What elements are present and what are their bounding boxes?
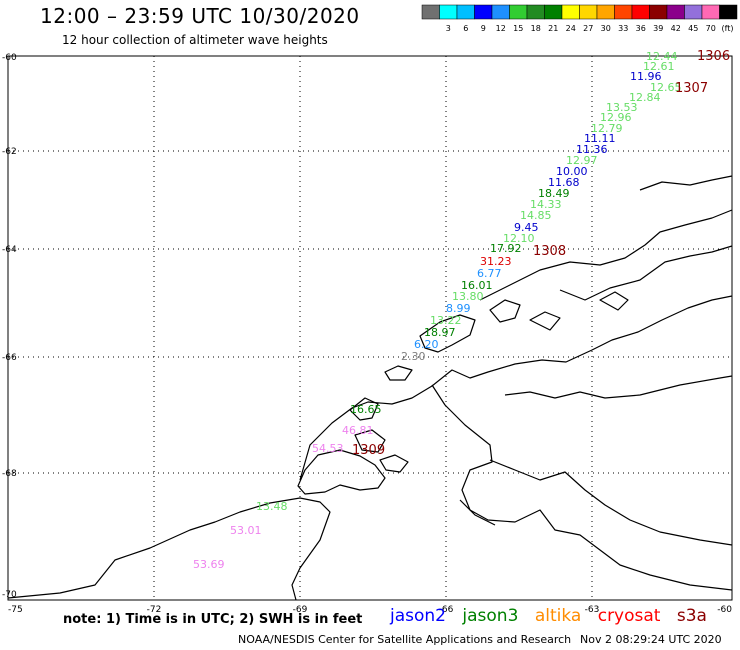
legend-tick-label: 24: [566, 24, 576, 33]
wave-height-label: 12.44: [646, 50, 678, 63]
wave-height-label: 16.01: [461, 279, 493, 292]
wave-height-label: 12.10: [503, 232, 535, 245]
legend-unit: (ft): [722, 24, 734, 33]
pass-time-labels: 1306 1307 1308 1309: [352, 49, 730, 458]
pass-time-label: 1309: [352, 443, 385, 458]
axis-ticks: -60 -62 -64 -66 -68 -70 -75 -72 -69 -66 -63 -60: [2, 53, 732, 615]
wave-height-label: 18.49: [538, 187, 570, 200]
satellite-cryosat: cryosat: [597, 606, 661, 626]
satellite-s3a: s3a: [676, 606, 707, 626]
legend-tick-label: 3: [446, 24, 451, 33]
wave-height-label: 12.96: [600, 111, 632, 124]
latitude-label: -64: [2, 245, 17, 255]
latitude-label: -62: [2, 147, 17, 157]
credit-line: NOAA/NESDIS Center for Satellite Applica…: [238, 633, 572, 646]
wave-height-label: 11.68: [548, 176, 580, 189]
legend-tick-label: 6: [463, 24, 468, 33]
wave-height-label: 13.22: [430, 314, 462, 327]
legend-tick-label: 33: [618, 24, 628, 33]
wave-height-label: 13.48: [256, 500, 288, 513]
longitude-label: -75: [8, 605, 23, 615]
wave-height-label: 11.11: [584, 132, 616, 145]
latitude-label: -70: [2, 590, 17, 600]
legend-tick-label: 45: [688, 24, 698, 33]
wave-height-label: 53.01: [230, 524, 262, 537]
legend-tick-label: 21: [548, 24, 558, 33]
footer-note: note: 1) Time is in UTC; 2) SWH is in fe…: [63, 612, 363, 627]
legend-tick-label: 70: [706, 24, 716, 33]
wave-height-label: 17.92: [490, 242, 522, 255]
pass-time-label: 1308: [533, 244, 566, 259]
legend-tick-label: 36: [636, 24, 646, 33]
latitude-label: -68: [2, 469, 17, 479]
longitude-label: -72: [147, 605, 162, 615]
pass-time-label: 1307: [675, 81, 708, 96]
wave-height-label: 13.53: [606, 101, 638, 114]
wave-height-label: 18.97: [424, 326, 456, 339]
legend-tick-label: 42: [671, 24, 681, 33]
latitude-label: -60: [2, 53, 17, 63]
legend-tick-label: 39: [653, 24, 663, 33]
longitude-label: -69: [293, 605, 308, 615]
legend-tick-label: 18: [531, 24, 541, 33]
legend-tick-label: 27: [583, 24, 593, 33]
wave-height-label: 2.30: [401, 350, 426, 363]
wave-height-label: 6.77: [477, 267, 502, 280]
satellite-jason3: jason3: [462, 606, 519, 626]
generated-timestamp: Nov 2 08:29:24 UTC 2020: [580, 633, 722, 646]
latitude-label: -66: [2, 353, 17, 363]
wave-observations: 12.4412.6111.9612.6512.8413.5312.9612.79…: [193, 50, 682, 571]
wave-height-label: 14.33: [530, 198, 562, 211]
longitude-label: -66: [439, 605, 454, 615]
map-title: 12:00 – 23:59 UTC 10/30/2020: [40, 4, 360, 28]
wave-height-label: 12.61: [643, 60, 675, 73]
wave-height-label: 12.97: [566, 154, 598, 167]
wave-height-label: 9.45: [514, 221, 539, 234]
graticule: [8, 56, 732, 600]
color-legend: 3 6 9 12 15 18 21 24 27 30 33 36 39 42 45 70 (ft): [421, 4, 738, 33]
wave-height-label: 8.99: [446, 302, 471, 315]
satellite-legend: jason2 jason3 altika cryosat s3a: [390, 606, 718, 626]
wave-height-label: 11.36: [576, 143, 608, 156]
legend-swatch: [719, 4, 738, 20]
longitude-label: -63: [585, 605, 600, 615]
legend-tick-label: 30: [601, 24, 611, 33]
wave-height-label: 31.23: [480, 255, 512, 268]
wave-height-label: 10.00: [556, 165, 588, 178]
wave-height-label: 6.20: [414, 338, 439, 351]
map-frame: [7, 55, 733, 601]
satellite-altika: altika: [534, 606, 582, 626]
wave-height-label: 16.65: [350, 403, 382, 416]
wave-height-label: 11.96: [630, 70, 662, 83]
wave-height-label: 54.53: [312, 442, 344, 455]
wave-height-label: 13.80: [452, 290, 484, 303]
wave-height-label: 53.69: [193, 558, 225, 571]
legend-tick-label: 12: [496, 24, 506, 33]
longitude-label: -60: [717, 605, 732, 615]
wave-height-label: 14.85: [520, 209, 552, 222]
map-subtitle: 12 hour collection of altimeter wave hei…: [62, 33, 328, 47]
wave-height-label: 46.81: [342, 424, 374, 437]
satellite-jason2: jason2: [390, 606, 446, 626]
pass-time-label: 1306: [697, 49, 730, 64]
wave-height-label: 12.65: [650, 81, 682, 94]
wave-height-label: 12.79: [591, 122, 623, 135]
coastline: [7, 175, 733, 601]
legend-tick-label: 15: [513, 24, 523, 33]
legend-tick-label: 9: [481, 24, 486, 33]
wave-height-label: 12.84: [629, 91, 661, 104]
